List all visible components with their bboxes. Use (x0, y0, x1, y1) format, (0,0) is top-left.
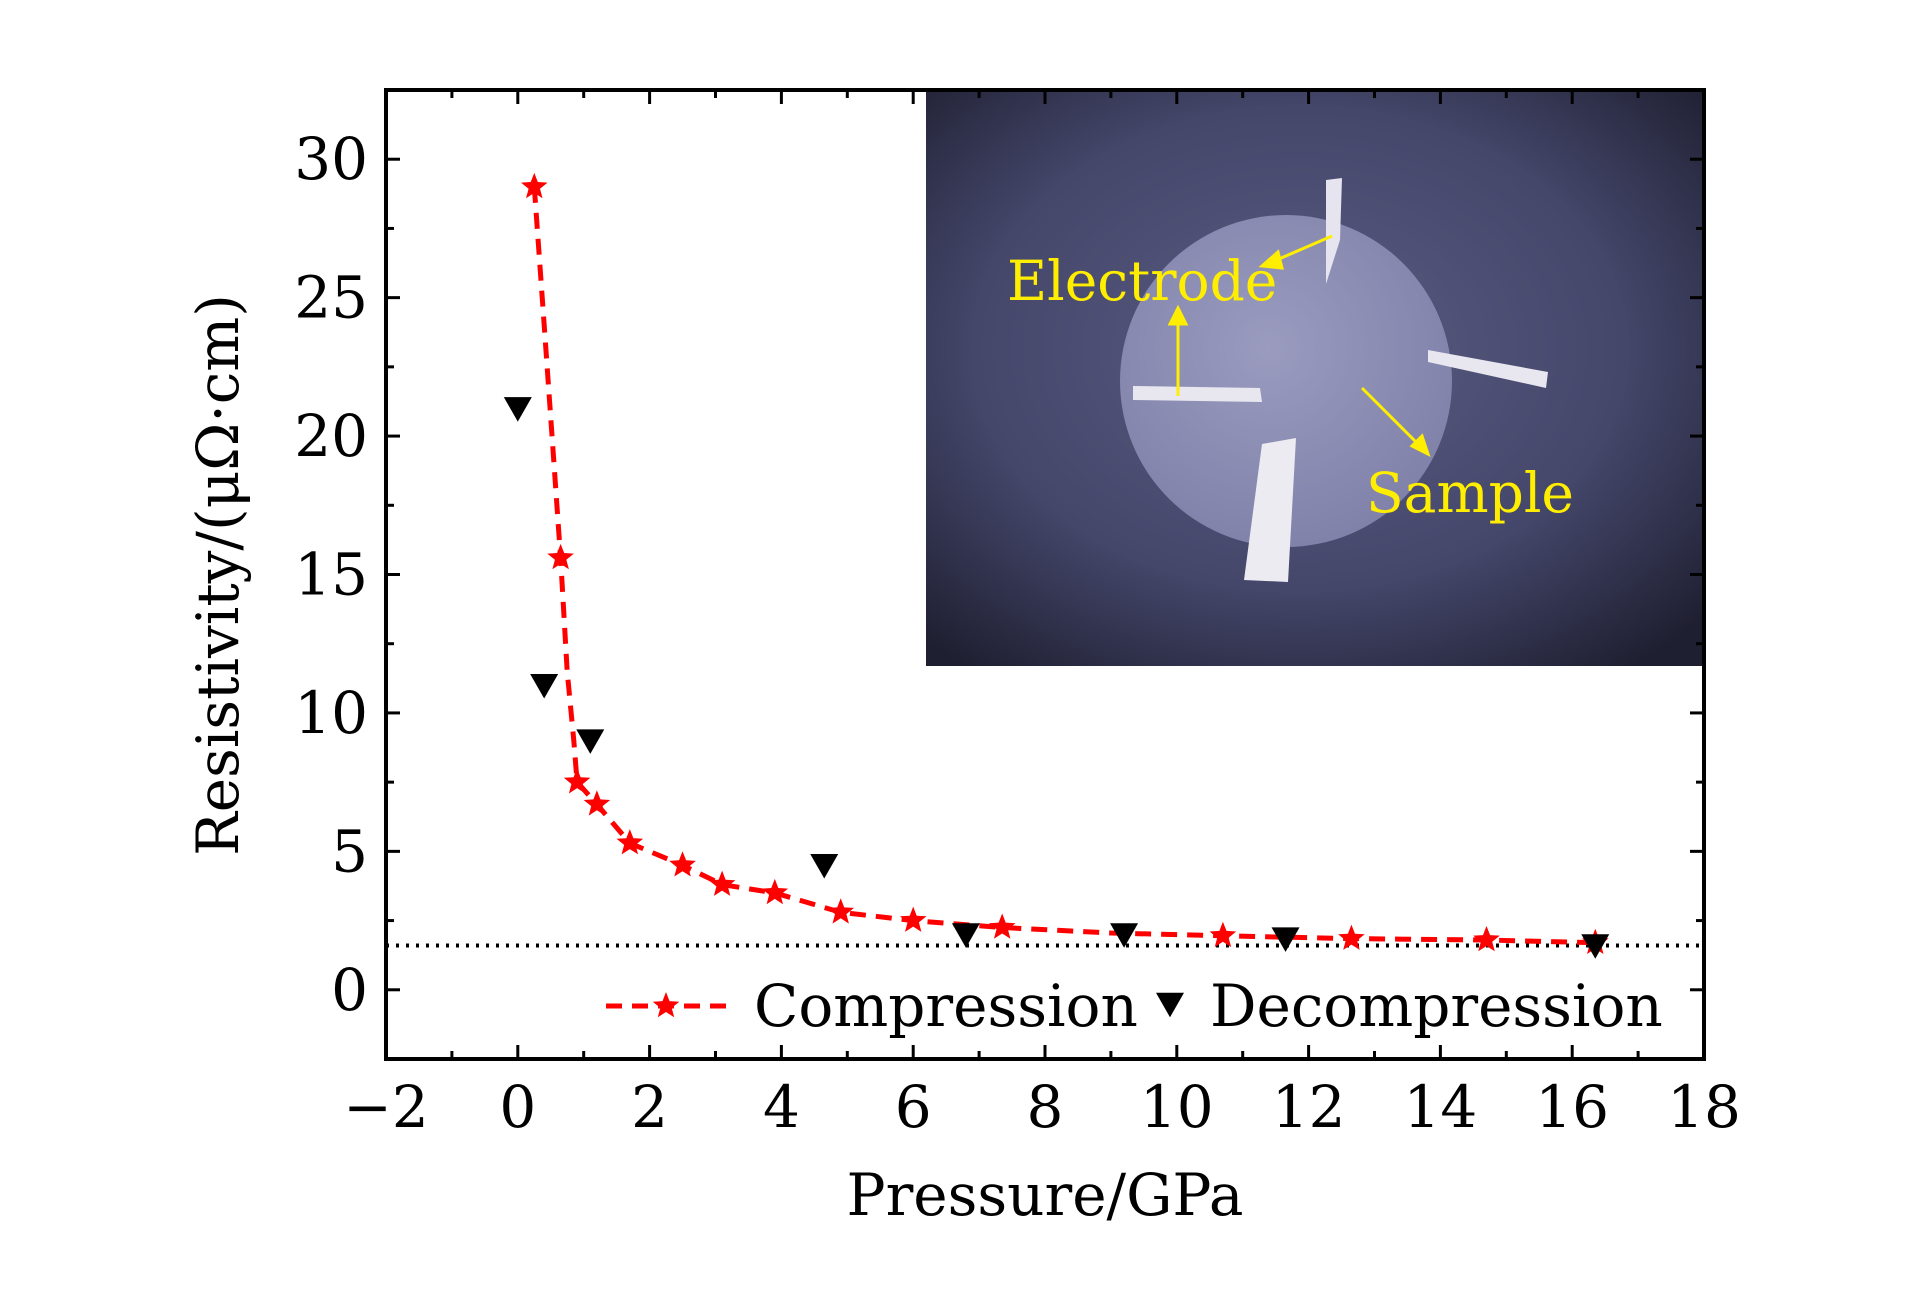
compression-point (827, 898, 854, 924)
axis-ticks (384, 88, 1706, 1061)
y-tick-label: 0 (331, 956, 368, 1024)
x-tick-label: 6 (895, 1073, 932, 1141)
electrode-left (1133, 386, 1262, 402)
axis-tick-labels: −2 0 2 4 6 8 10 12 14 16 18 0 5 10 15 20 25 30 (294, 125, 1741, 1141)
legend: Compression Decompression (606, 972, 1663, 1040)
legend-decompression-label: Decompression (1210, 972, 1663, 1040)
electrode-top (1326, 178, 1342, 284)
decompression-point (1271, 927, 1300, 952)
decompression-point (1110, 923, 1139, 948)
x-tick-label: 10 (1140, 1073, 1214, 1141)
compression-point (899, 906, 927, 932)
electrode-bottom (1244, 438, 1296, 582)
x-tick-label: 4 (763, 1073, 800, 1141)
compression-point (1473, 926, 1500, 952)
y-tick-label: 20 (294, 402, 368, 470)
compression-point (583, 790, 611, 816)
legend-compression-marker (652, 992, 680, 1018)
x-tick-label: 12 (1272, 1073, 1346, 1141)
decompression-point (503, 397, 532, 422)
inset-photo: Electrode Sample (926, 90, 1704, 666)
compression-point (616, 829, 644, 855)
x-tick-label: 16 (1535, 1073, 1609, 1141)
electrode-right (1428, 350, 1548, 388)
compression-point (988, 913, 1016, 939)
sample-disc (1120, 215, 1452, 547)
series-layer (503, 172, 1610, 959)
x-tick-label: 0 (499, 1073, 536, 1141)
y-tick-label: 10 (294, 679, 368, 747)
decompression-point (810, 854, 839, 879)
compression-point (1209, 921, 1237, 948)
x-tick-label: 18 (1667, 1073, 1741, 1141)
legend-compression-label: Compression (754, 972, 1138, 1040)
x-tick-label: 8 (1027, 1073, 1064, 1141)
decompression-point (1581, 934, 1610, 959)
decompression-point (576, 729, 605, 754)
y-tick-label: 30 (294, 125, 368, 193)
compression-point (669, 851, 696, 877)
y-tick-label: 15 (294, 541, 368, 609)
x-tick-label: 2 (631, 1073, 668, 1141)
compression-curve (531, 186, 1596, 946)
compression-point (1338, 924, 1365, 950)
compression-point (563, 768, 591, 794)
decompression-point (530, 674, 559, 699)
electrode-label: Electrode (1007, 249, 1277, 313)
x-tick-label: 14 (1403, 1073, 1477, 1141)
x-axis-title: Pressure/GPa (847, 1161, 1244, 1229)
compression-point (521, 172, 548, 199)
compression-point (761, 878, 789, 905)
y-axis-title: Resistivity/(μΩ·cm) (184, 294, 252, 856)
annotation-arrows (1167, 234, 1431, 457)
compression-point (708, 870, 736, 896)
y-tick-label: 25 (294, 264, 368, 332)
decompression-point (951, 923, 980, 948)
x-tick-label: −2 (343, 1073, 429, 1141)
compression-point (547, 543, 574, 570)
y-tick-label: 5 (331, 817, 368, 885)
sample-label: Sample (1366, 461, 1574, 525)
legend-decompression-marker (1156, 992, 1184, 1018)
